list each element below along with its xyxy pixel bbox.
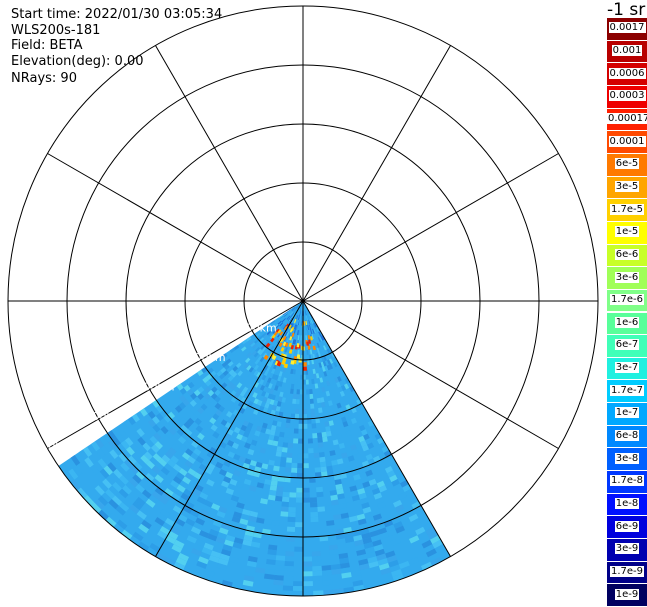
azimuth-spoke: [155, 300, 304, 557]
start-time-text: Start time: 2022/01/30 03:05:34: [11, 7, 223, 22]
colorbar-label: 1e-7: [614, 407, 640, 419]
range-ring-grid: [7, 5, 599, 597]
elevation-text: Elevation(deg): 0.00: [11, 54, 144, 69]
azimuth-spoke: [47, 300, 304, 449]
colorbar-label: 1e-5: [614, 226, 640, 238]
colorbar-label: 6e-9: [614, 520, 640, 532]
echo-sector: [58, 301, 451, 596]
colorbar-label: 1.7e-6: [609, 294, 645, 306]
colorbar-label: 1.7e-5: [609, 203, 645, 215]
azimuth-spoke: [302, 300, 451, 557]
colorbar-label: 1.7e-8: [609, 475, 645, 487]
colorbar-label: 1e-8: [614, 498, 640, 510]
colorbar-label: 0.0003: [608, 90, 646, 102]
azimuth-spoke: [302, 153, 559, 302]
nrays-text: NRays: 90: [11, 71, 77, 86]
range-label: 6.00km: [133, 381, 175, 394]
colorbar-label: 1.7e-9: [609, 566, 645, 578]
range-label: 4.00km: [184, 351, 226, 364]
colorbar-label: 3e-5: [614, 180, 640, 192]
colorbar-label: 0.00017: [607, 112, 647, 124]
range-label: 8.00km: [82, 410, 124, 423]
range-label: 10.0km: [31, 440, 73, 453]
colorbar-label: 3e-6: [614, 271, 640, 283]
colorbar-label: 3e-7: [614, 362, 640, 374]
azimuth-spoke: [302, 45, 451, 302]
colorbar-label: 6e-7: [614, 339, 640, 351]
colorbar-label: 0.001: [611, 44, 643, 56]
instrument-text: WLS200s-181: [11, 23, 101, 38]
colorbar-label: 1e-9: [614, 588, 640, 600]
colorbar: 0.0017 0.001 0.0006 0.0003 0.00017 0.0001 6e-5…: [607, 18, 647, 607]
colorbar-label: 0.0006: [608, 67, 646, 79]
colorbar-label: 6e-5: [614, 158, 640, 170]
colorbar-label: 0.0001: [608, 135, 646, 147]
azimuth-spoke: [302, 300, 559, 449]
colorbar-label: 0.0017: [608, 22, 646, 34]
colorbar-label: 6e-6: [614, 248, 640, 260]
range-labels: 2.00km 4.00km 6.00km 8.00km 10.0km: [31, 322, 277, 453]
colorbar-unit: -1 sr: [607, 0, 646, 20]
colorbar-label: 6e-8: [614, 430, 640, 442]
azimuth-spoke: [155, 45, 304, 302]
colorbar-label: 3e-8: [614, 452, 640, 464]
colorbar-label: 1.7e-7: [609, 384, 645, 396]
colorbar-label: 1e-6: [614, 316, 640, 328]
azimuth-spoke: [47, 153, 304, 302]
field-text: Field: BETA: [11, 38, 83, 53]
range-label: 2.00km: [235, 322, 277, 335]
colorbar-label: 3e-9: [614, 543, 640, 555]
